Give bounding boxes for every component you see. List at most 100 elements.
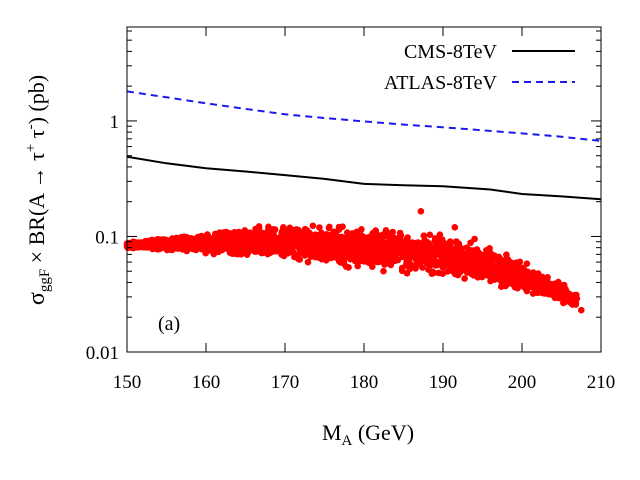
scatter-point xyxy=(534,289,541,297)
scatter-point xyxy=(512,282,519,290)
scatter-point xyxy=(394,238,401,246)
x-axis-title: MA (GeV) xyxy=(322,420,414,449)
scatter-point xyxy=(380,267,387,275)
scatter-point xyxy=(205,236,213,244)
scatter-point xyxy=(318,245,325,252)
scatter-point xyxy=(185,242,193,249)
scatter-series xyxy=(123,208,585,314)
scatter-point xyxy=(327,234,334,242)
scatter-point xyxy=(215,233,222,240)
scatter-point xyxy=(154,238,161,246)
scatter-point xyxy=(231,231,239,238)
x-tick-label: 170 xyxy=(271,372,300,393)
scatter-point xyxy=(507,273,514,281)
panel-label: (a) xyxy=(158,313,180,335)
scatter-point xyxy=(327,252,334,259)
scatter-point xyxy=(424,238,431,246)
scatter-point xyxy=(322,257,330,264)
legend: CMS-8TeV ATLAS-8TeV xyxy=(384,41,575,94)
scatter-point xyxy=(554,291,561,299)
scatter-point xyxy=(510,267,518,275)
scatter-point xyxy=(367,245,375,253)
scatter-point xyxy=(366,254,374,261)
scatter-point xyxy=(488,263,496,270)
scatter-point xyxy=(483,263,491,271)
scatter-point xyxy=(487,249,494,257)
scatter-point xyxy=(418,252,426,260)
scatter-point xyxy=(332,228,340,236)
scatter-point xyxy=(286,224,294,232)
scatter-point xyxy=(453,246,461,254)
scatter-point xyxy=(171,241,179,248)
scatter-point xyxy=(562,297,569,304)
scatter-point xyxy=(360,233,368,241)
scatter-point xyxy=(570,300,577,308)
scatter-point xyxy=(542,284,549,292)
scatter-point xyxy=(337,241,344,249)
scatter-point xyxy=(472,250,480,258)
scatter-point xyxy=(461,255,469,263)
x-tick-label: 200 xyxy=(508,372,537,393)
scatter-point xyxy=(396,229,404,237)
series-line-cms-8tev xyxy=(126,155,602,201)
scatter-point xyxy=(433,237,440,244)
scatter-point xyxy=(344,246,352,253)
scatter-point xyxy=(479,257,486,264)
scatter-point xyxy=(326,223,333,231)
plot-frame xyxy=(126,26,602,353)
scatter-point xyxy=(522,275,530,283)
scatter-point xyxy=(402,241,410,248)
scatter-point xyxy=(419,264,426,271)
scatter-point xyxy=(261,248,269,255)
scatter-point xyxy=(417,208,425,215)
scatter-point xyxy=(270,232,278,239)
scatter-point xyxy=(509,262,517,270)
scatter-point xyxy=(351,238,359,245)
scatter-point xyxy=(440,239,448,247)
y-tick-label: 0.01 xyxy=(86,343,119,364)
scatter-point xyxy=(362,239,370,246)
scatter-point xyxy=(519,281,527,288)
scatter-point xyxy=(331,246,338,253)
scatter-point xyxy=(530,281,538,289)
scatter-point xyxy=(301,250,308,257)
scatter-point xyxy=(243,233,251,241)
scatter-point xyxy=(382,229,390,236)
scatter-point xyxy=(346,241,354,248)
scatter-point xyxy=(344,229,351,236)
scatter-point xyxy=(214,243,221,250)
scatter-point xyxy=(304,258,312,266)
scatter-point xyxy=(266,249,274,257)
scatter-point xyxy=(529,273,536,280)
scatter-point xyxy=(237,230,244,238)
scatter-point xyxy=(384,251,392,258)
scatter-point xyxy=(234,250,241,258)
scatter-point xyxy=(250,247,257,254)
scatter-point xyxy=(478,273,486,281)
scatter-point xyxy=(494,255,501,263)
x-tick-label: 180 xyxy=(350,372,379,393)
scatter-point xyxy=(127,241,135,248)
plot-content xyxy=(123,90,602,314)
scatter-point xyxy=(248,241,255,248)
scatter-point xyxy=(406,259,413,267)
scatter-point xyxy=(289,249,297,256)
scatter-point xyxy=(179,246,186,253)
scatter-point xyxy=(534,270,542,277)
scatter-point xyxy=(520,266,527,273)
scatter-point xyxy=(243,245,250,252)
scatter-point xyxy=(451,224,459,231)
scatter-point xyxy=(278,238,285,245)
scatter-point xyxy=(423,245,430,252)
tick-labels: 150 160 170 180 190 200 210 0.01 0.1 1 xyxy=(86,112,616,393)
scatter-point xyxy=(313,231,320,239)
y-tick-label: 1 xyxy=(110,112,120,133)
scatter-point xyxy=(504,267,512,274)
scatter-point xyxy=(146,237,154,244)
scatter-point xyxy=(360,247,368,255)
scatter-point xyxy=(467,258,475,266)
scatter-point xyxy=(547,288,554,296)
scatter-point xyxy=(463,244,471,251)
scatter-point xyxy=(295,255,302,263)
scatter-point xyxy=(516,258,524,266)
